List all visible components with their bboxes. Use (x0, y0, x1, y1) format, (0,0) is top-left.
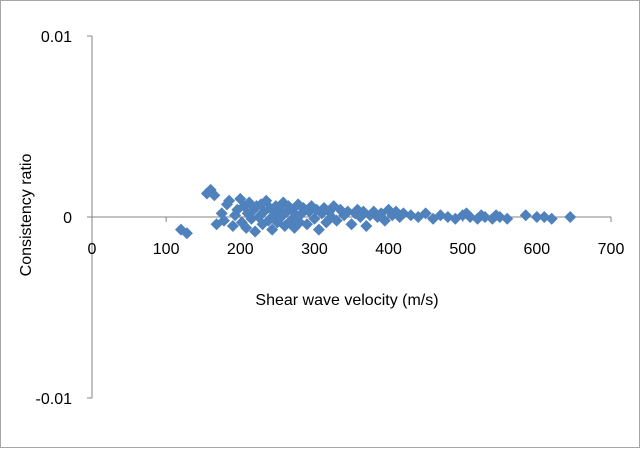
data-point (223, 194, 236, 207)
x-tick-label: 200 (227, 241, 254, 258)
y-axis-title: Consistency ratio (18, 154, 35, 277)
data-point (247, 203, 260, 216)
x-tick-label: 100 (153, 241, 180, 258)
data-point (266, 223, 279, 236)
data-point (530, 211, 543, 223)
x-tick-label: 600 (524, 241, 551, 258)
x-tick-label: 300 (301, 241, 328, 258)
data-point (345, 218, 358, 231)
y-tick-label: 0 (63, 210, 72, 227)
data-point (308, 212, 321, 225)
x-tick-label: 700 (598, 241, 625, 258)
x-tick-label: 500 (449, 241, 476, 258)
data-point (217, 214, 230, 227)
data-point (360, 220, 373, 233)
y-tick-label: 0.01 (41, 29, 72, 46)
data-point (419, 207, 432, 220)
data-point (249, 225, 262, 238)
x-axis-title: Shear wave velocity (m/s) (255, 292, 438, 309)
data-point (240, 221, 253, 234)
data-point (501, 212, 514, 225)
data-point (519, 209, 532, 222)
data-point (564, 211, 577, 223)
data-point (378, 214, 391, 227)
data-point (208, 189, 221, 202)
y-tick-label: -0.01 (36, 391, 73, 408)
data-point (330, 214, 343, 227)
data-point (226, 220, 239, 233)
data-point (312, 223, 325, 236)
x-tick-label: 400 (375, 241, 402, 258)
data-points (174, 183, 577, 240)
x-tick-label: 0 (88, 241, 97, 258)
x-ticks: 0 100 200 300 400 500 600 700 (88, 217, 625, 258)
y-ticks: -0.01 0 0.01 (36, 29, 92, 408)
data-point (180, 227, 193, 240)
data-point (301, 218, 314, 231)
data-point (545, 212, 558, 225)
